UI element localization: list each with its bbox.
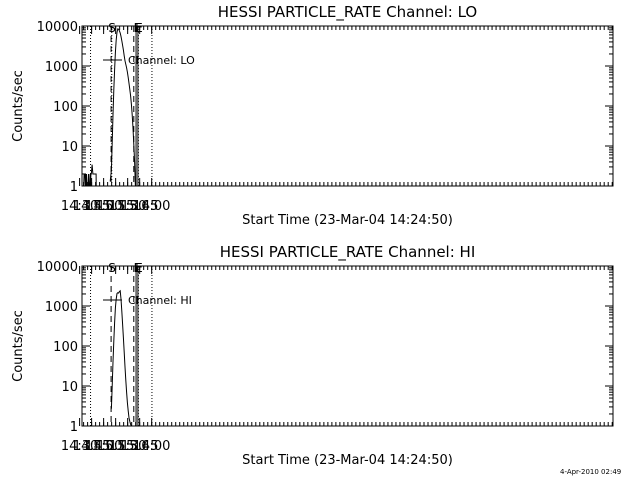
chart-title: HESSI PARTICLE_RATE Channel: HI xyxy=(220,243,476,262)
plot-frame xyxy=(81,25,614,187)
plot-frame xyxy=(81,265,614,427)
x-tick-label: 15:15 xyxy=(97,439,134,454)
legend-label: Channel: LO xyxy=(128,54,195,67)
x-tick-label: 15:00 xyxy=(85,439,122,454)
y-tick-label: 100 xyxy=(53,340,78,355)
x-tick-label: 14:30 xyxy=(61,199,98,214)
x-axis-label: Start Time (23-Mar-04 14:24:50) xyxy=(242,453,453,468)
y-tick-label: 100 xyxy=(53,100,78,115)
marker-label: E xyxy=(135,261,143,275)
y-tick-label: 1000 xyxy=(45,300,78,315)
series-line xyxy=(110,289,132,427)
x-axis-label: Start Time (23-Mar-04 14:24:50) xyxy=(242,213,453,228)
x-tick-label: 15:30 xyxy=(109,199,146,214)
y-tick-label: 10 xyxy=(61,380,78,395)
marker-label: F xyxy=(134,21,141,35)
y-tick-label: 10000 xyxy=(37,260,78,275)
y-tick-label: 10000 xyxy=(37,20,78,35)
x-tick-label: 15:00 xyxy=(85,199,122,214)
x-tick-label: 15:45 xyxy=(121,199,158,214)
x-tick-label: 14:45 xyxy=(73,199,110,214)
chart-panel-2: HESSI PARTICLE_RATE Channel: HI 1 10 100 100… xyxy=(11,243,614,468)
x-tick-label: 15:15 xyxy=(97,199,134,214)
footer-timestamp: 4-Apr-2010 02:49 xyxy=(560,468,622,476)
legend-label: Channel: HI xyxy=(128,294,192,307)
x-tick-label: 16:00 xyxy=(133,199,170,214)
series-line xyxy=(83,164,97,187)
x-tick-label: 16:00 xyxy=(133,439,170,454)
y-axis-label: Counts/sec xyxy=(11,310,26,382)
x-tick-label: 15:45 xyxy=(121,439,158,454)
series-line xyxy=(109,28,136,187)
x-tick-label: 14:30 xyxy=(61,439,98,454)
y-tick-label: 1 xyxy=(70,420,78,435)
y-axis-label: Counts/sec xyxy=(11,70,26,142)
y-tick-label: 1000 xyxy=(45,60,78,75)
x-tick-label: 14:45 xyxy=(73,439,110,454)
y-tick-label: 1 xyxy=(70,180,78,195)
marker-label: S xyxy=(108,261,116,275)
marker-label: S xyxy=(108,21,116,35)
x-tick-label: 15:30 xyxy=(109,439,146,454)
y-tick-label: 10 xyxy=(61,140,78,155)
chart-panel-1: HESSI PARTICLE_RATE Channel: LO 1 10 100 100… xyxy=(11,3,614,228)
chart-title: HESSI PARTICLE_RATE Channel: LO xyxy=(218,3,477,22)
marker-label: F xyxy=(134,261,141,275)
marker-label: E xyxy=(135,21,143,35)
